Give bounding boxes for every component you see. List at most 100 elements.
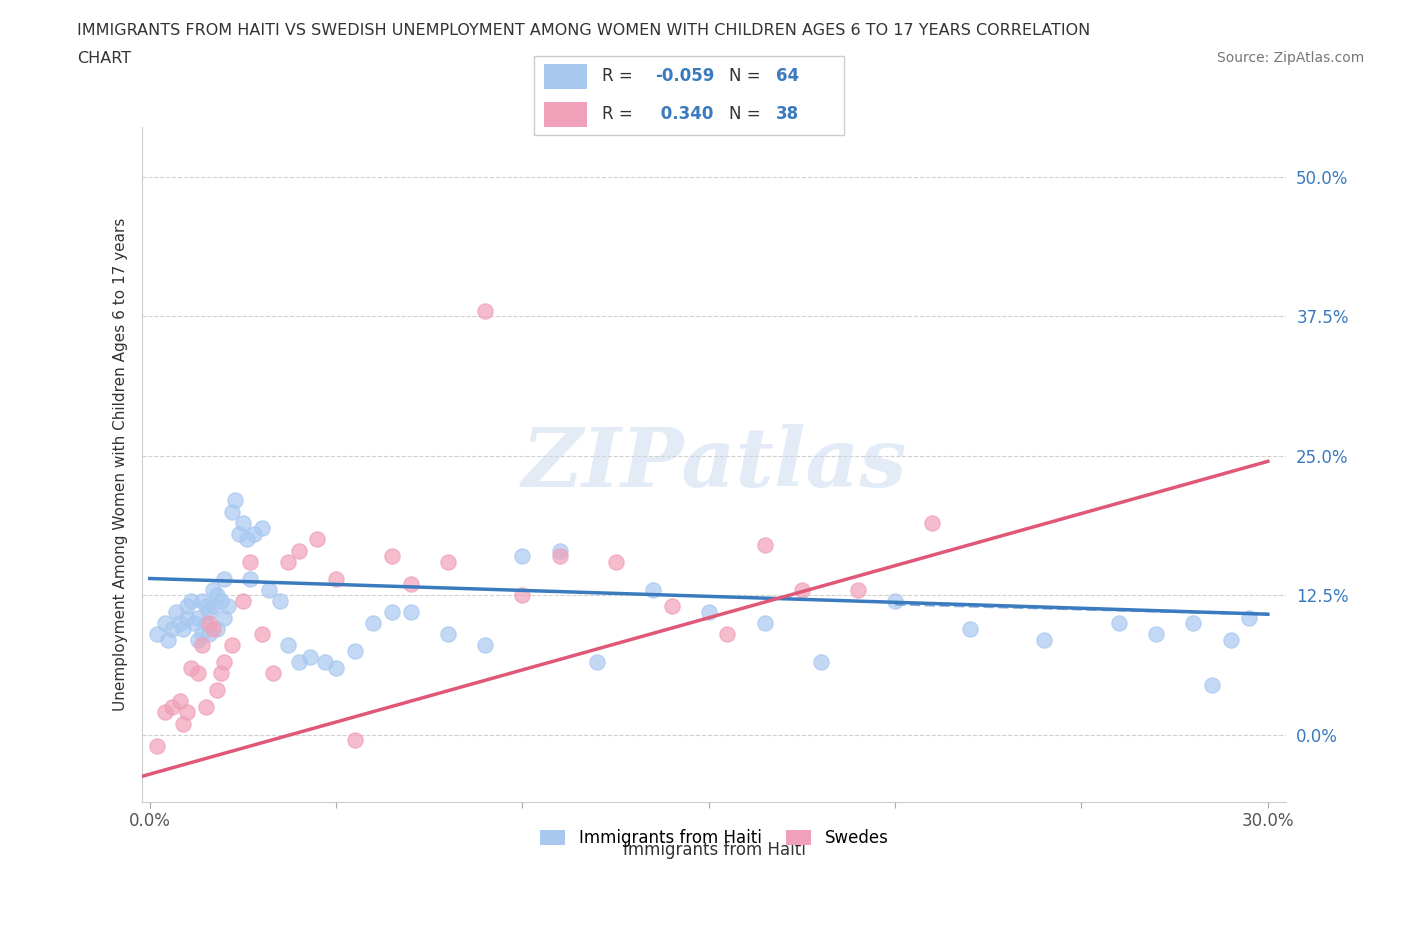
Point: [214, 571, 236, 586]
Text: -0.059: -0.059: [655, 67, 714, 86]
Point: [157, 632, 180, 647]
Point: [586, 655, 609, 670]
Point: [209, 593, 232, 608]
Text: CHART: CHART: [77, 51, 131, 66]
Point: [176, 599, 198, 614]
Point: [153, 705, 176, 720]
Point: [262, 666, 284, 681]
Point: [176, 610, 198, 625]
Point: [169, 694, 191, 709]
Point: [153, 616, 176, 631]
Point: [146, 627, 169, 642]
Point: [176, 705, 198, 720]
Text: ZIPatlas: ZIPatlas: [522, 424, 907, 504]
Point: [205, 683, 228, 698]
Point: [437, 627, 460, 642]
Point: [239, 554, 262, 569]
Text: R =: R =: [602, 105, 633, 124]
Legend: Immigrants from Haiti, Swedes: Immigrants from Haiti, Swedes: [533, 823, 896, 854]
Point: [221, 504, 243, 519]
Point: [846, 582, 869, 597]
Text: 0.340: 0.340: [655, 105, 713, 124]
Point: [250, 627, 273, 642]
Point: [1237, 610, 1260, 625]
Point: [194, 699, 217, 714]
Point: [187, 632, 209, 647]
Point: [314, 655, 336, 670]
FancyBboxPatch shape: [534, 56, 844, 135]
Point: [325, 571, 347, 586]
Text: N =: N =: [730, 105, 761, 124]
Y-axis label: Unemployment Among Women with Children Ages 6 to 17 years: Unemployment Among Women with Children A…: [114, 218, 128, 711]
Text: IMMIGRANTS FROM HAITI VS SWEDISH UNEMPLOYMENT AMONG WOMEN WITH CHILDREN AGES 6 T: IMMIGRANTS FROM HAITI VS SWEDISH UNEMPLO…: [77, 23, 1091, 38]
Point: [1108, 616, 1130, 631]
Point: [235, 532, 257, 547]
Point: [307, 532, 329, 547]
Point: [183, 616, 205, 631]
Point: [239, 571, 262, 586]
Point: [250, 521, 273, 536]
Point: [187, 666, 209, 681]
Point: [232, 593, 254, 608]
Point: [191, 627, 214, 642]
Point: [172, 716, 194, 731]
Point: [187, 610, 209, 625]
Point: [343, 644, 366, 658]
Point: [437, 554, 460, 569]
Point: [884, 593, 907, 608]
Text: R =: R =: [602, 67, 633, 86]
Point: [474, 303, 496, 318]
Point: [959, 621, 981, 636]
Point: [169, 616, 191, 631]
Point: [1182, 616, 1205, 631]
Point: [716, 627, 738, 642]
Point: [512, 588, 534, 603]
Point: [172, 621, 194, 636]
Point: [512, 549, 534, 564]
Point: [214, 655, 236, 670]
Point: [697, 604, 720, 619]
Point: [288, 655, 311, 670]
Point: [180, 593, 202, 608]
Point: [754, 538, 776, 552]
Point: [160, 699, 183, 714]
Point: [217, 599, 239, 614]
Point: [232, 515, 254, 530]
Point: [754, 616, 776, 631]
Point: [202, 599, 225, 614]
Point: [298, 649, 321, 664]
Point: [474, 638, 496, 653]
Point: [605, 554, 627, 569]
Point: [325, 660, 347, 675]
Point: [224, 493, 246, 508]
Point: [198, 627, 221, 642]
Text: 38: 38: [776, 105, 799, 124]
Point: [1033, 632, 1056, 647]
Point: [641, 582, 664, 597]
Point: [205, 621, 228, 636]
Point: [160, 621, 183, 636]
Text: 64: 64: [776, 67, 799, 86]
Point: [194, 616, 217, 631]
Point: [165, 604, 187, 619]
Point: [214, 610, 236, 625]
Point: [257, 582, 280, 597]
Point: [810, 655, 832, 670]
Point: [202, 621, 225, 636]
Point: [381, 549, 404, 564]
Text: N =: N =: [730, 67, 761, 86]
Point: [180, 660, 202, 675]
Point: [277, 638, 299, 653]
Point: [202, 582, 225, 597]
Point: [228, 526, 250, 541]
Point: [269, 593, 291, 608]
Point: [1201, 677, 1223, 692]
Text: Source: ZipAtlas.com: Source: ZipAtlas.com: [1216, 51, 1364, 65]
Point: [243, 526, 266, 541]
X-axis label: Immigrants from Haiti: Immigrants from Haiti: [623, 842, 806, 859]
Point: [363, 616, 385, 631]
Point: [790, 582, 813, 597]
Point: [343, 733, 366, 748]
Point: [146, 738, 169, 753]
Point: [191, 593, 214, 608]
